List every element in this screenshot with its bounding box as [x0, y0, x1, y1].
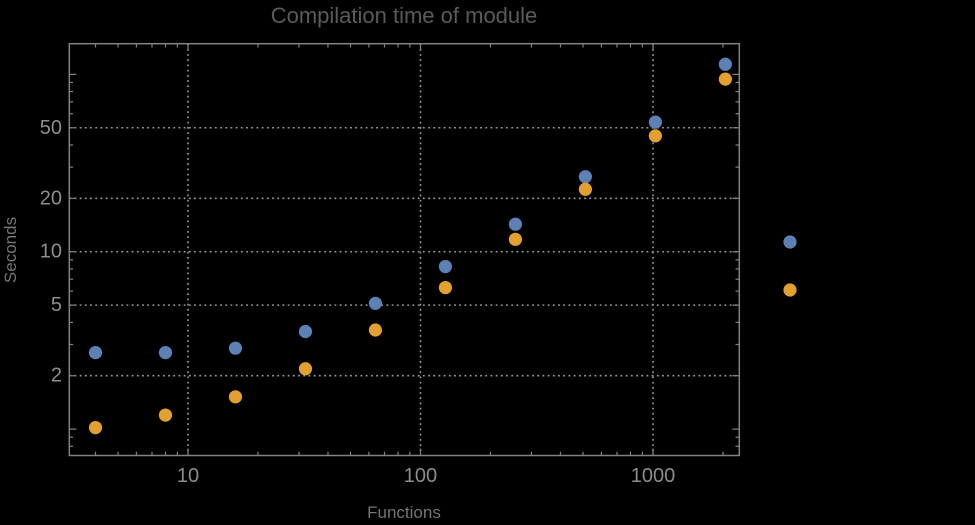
data-point-series-blue-x512 — [578, 170, 592, 184]
data-points — [88, 57, 732, 435]
legend — [783, 235, 797, 297]
y-tick-label-50: 50 — [40, 117, 62, 139]
chart-title: Compilation time of module — [271, 3, 538, 28]
data-point-series-blue-x4 — [88, 346, 103, 360]
x-tick-label-1000: 1000 — [631, 465, 676, 487]
data-point-series-orange-x128 — [438, 280, 453, 295]
data-point-series-blue-x8 — [158, 346, 173, 360]
y-axis-label: Seconds — [1, 217, 20, 283]
y-tick-labels: 2 5 10 20 50 — [40, 117, 62, 387]
x-tick-labels: 10 100 1000 — [177, 465, 675, 487]
gridlines — [69, 43, 740, 456]
data-point-series-orange-x8 — [158, 408, 173, 422]
data-point-series-blue-x64 — [368, 296, 383, 310]
series-orange — [88, 72, 732, 435]
data-point-series-blue-x128 — [438, 259, 453, 274]
data-point-series-blue-x1024 — [648, 115, 662, 129]
data-point-series-orange-x32 — [298, 362, 313, 376]
data-point-series-orange-x4 — [88, 420, 103, 435]
text-labels: Compilation time of module Functions Sec… — [1, 3, 675, 522]
data-point-series-blue-x32 — [298, 324, 313, 339]
data-point-series-orange-x16 — [228, 390, 243, 404]
y-tick-label-20: 20 — [40, 187, 62, 209]
axis-ticks — [69, 43, 740, 456]
y-tick-label-10: 10 — [40, 241, 62, 263]
x-tick-label-10: 10 — [177, 465, 199, 487]
legend-marker-series-blue — [783, 235, 797, 249]
data-point-series-blue-x2048 — [718, 57, 732, 71]
data-point-series-orange-x1024 — [648, 129, 662, 143]
plot-frame — [68, 42, 741, 457]
data-point-series-orange-x64 — [368, 323, 383, 337]
y-tick-label-2: 2 — [51, 365, 62, 387]
legend-marker-series-orange — [783, 283, 797, 297]
data-point-series-orange-x2048 — [718, 72, 732, 86]
data-point-series-orange-x512 — [578, 182, 592, 196]
data-point-series-blue-x16 — [228, 341, 243, 355]
series-blue — [88, 57, 732, 360]
x-axis-label: Functions — [367, 503, 441, 522]
x-tick-label-100: 100 — [404, 465, 437, 487]
data-point-series-orange-x256 — [508, 232, 523, 246]
y-tick-label-5: 5 — [51, 294, 62, 316]
data-point-series-blue-x256 — [508, 217, 523, 231]
